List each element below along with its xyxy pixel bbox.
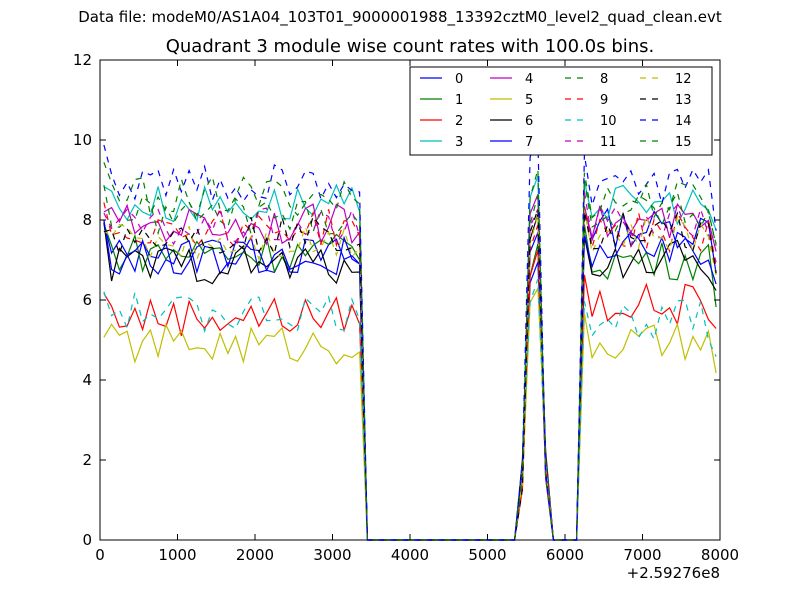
- y-tick-label: 10: [73, 131, 92, 149]
- legend-label-4: 4: [525, 72, 533, 87]
- x-tick-label: 1000: [158, 546, 196, 564]
- chart-title: Quadrant 3 module wise count rates with …: [165, 36, 655, 57]
- data-file-title: Data file: modeM0/AS1A04_103T01_90000019…: [78, 8, 722, 26]
- ticks-layer: 0 1000 2000 3000 4000 5000 6000 7000 80000246810…: [73, 51, 739, 564]
- x-tick-label: 0: [95, 546, 105, 564]
- legend-label-9: 9: [600, 93, 608, 108]
- legend-label-8: 8: [600, 72, 608, 87]
- x-tick-label: 4000: [391, 546, 429, 564]
- legend-label-5: 5: [525, 93, 533, 108]
- legend-label-15: 15: [675, 135, 692, 150]
- legend-label-12: 12: [675, 72, 692, 87]
- legend-label-0: 0: [455, 72, 463, 87]
- y-tick-label: 4: [82, 371, 92, 389]
- legend-label-2: 2: [455, 114, 463, 129]
- legend-label-11: 11: [600, 135, 617, 150]
- legend-label-1: 1: [455, 93, 463, 108]
- series-line-14: [103, 139, 717, 541]
- x-tick-label: 8000: [701, 546, 739, 564]
- legend-box: [409, 66, 713, 156]
- legend-label-6: 6: [525, 114, 533, 129]
- x-offset-label: +2.59276e8: [627, 564, 720, 582]
- legend-label-14: 14: [675, 114, 692, 129]
- legend-label-7: 7: [525, 135, 533, 150]
- x-tick-label: 5000: [468, 546, 506, 564]
- x-tick-label: 6000: [546, 546, 584, 564]
- y-tick-label: 0: [82, 531, 92, 549]
- x-tick-label: 2000: [236, 546, 274, 564]
- y-tick-label: 8: [82, 211, 92, 229]
- y-tick-label: 6: [82, 291, 92, 309]
- y-tick-label: 2: [82, 451, 92, 469]
- legend-label-3: 3: [455, 135, 463, 150]
- y-tick-label: 12: [73, 51, 92, 69]
- series-line-11: [103, 191, 717, 541]
- x-tick-label: 3000: [313, 546, 351, 564]
- legend-label-10: 10: [600, 114, 617, 129]
- x-tick-label: 7000: [623, 546, 661, 564]
- legend-label-13: 13: [675, 93, 692, 108]
